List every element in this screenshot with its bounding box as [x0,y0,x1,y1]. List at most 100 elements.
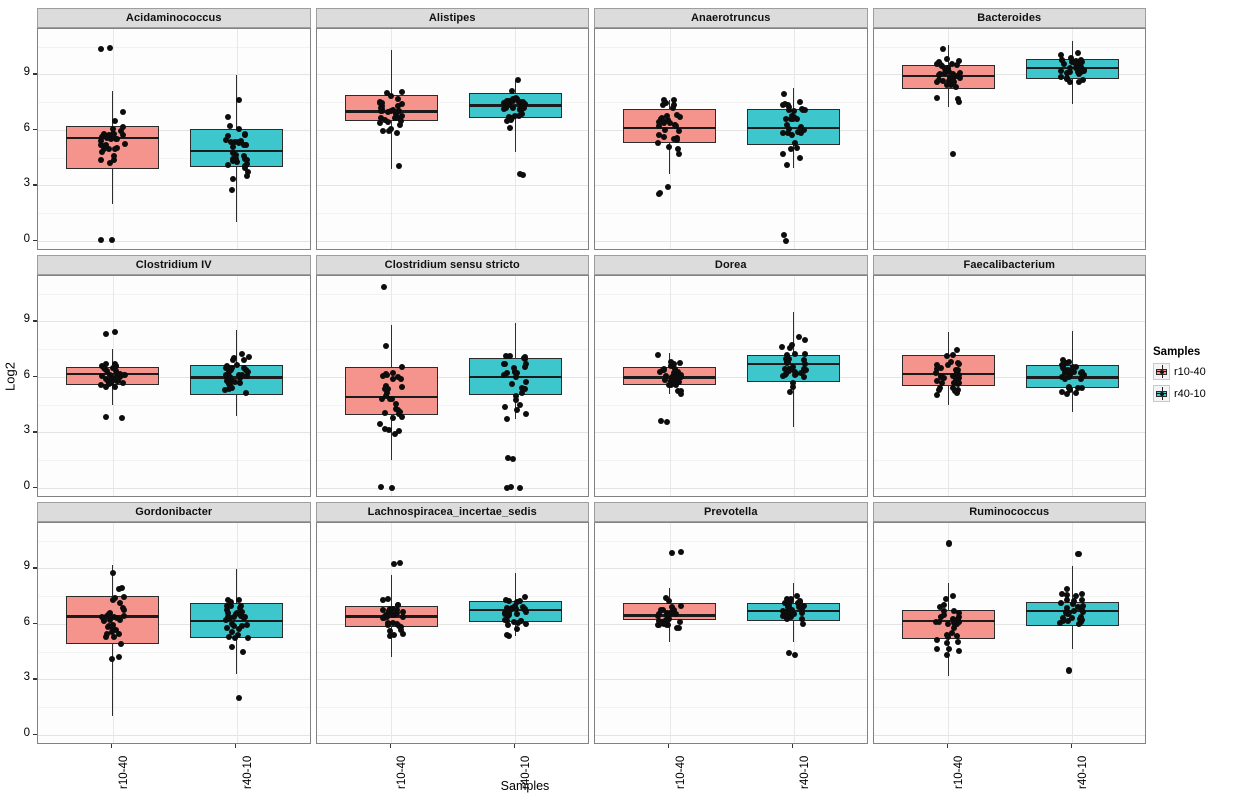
facet-title: Acidaminococcus [125,12,222,24]
jitter-point [508,604,515,611]
jitter-point [106,372,113,379]
jitter-point [661,97,668,104]
grid-major-line [873,734,1145,736]
jitter-point [223,624,230,631]
facet-strip: Prevotella [594,502,868,522]
jitter-point [513,599,520,606]
jitter-point [783,596,790,603]
y-tick-label: 0 [23,726,30,739]
grid-minor-line [38,540,310,542]
jitter-point [390,415,397,422]
x-tick-label: r40-10 [241,755,254,789]
jitter-point [397,376,404,383]
jitter-point [234,609,241,616]
jitter-point [1070,601,1077,608]
jitter-point [500,371,507,378]
jitter-point [100,146,107,153]
grid-major-line [873,240,1145,242]
jitter-point [787,614,794,621]
jitter-point [785,129,792,136]
jitter-point [231,378,238,385]
jitter-point [520,172,527,179]
jitter-point [1061,375,1068,382]
jitter-point [103,331,110,338]
jitter-point [783,237,790,244]
jitter-point [665,597,672,604]
median-line [66,372,160,376]
jitter-point [664,184,671,191]
grid-major-line [595,734,867,736]
jitter-point [235,632,242,639]
y-tick-label: 9 [23,66,30,79]
facet-title: Prevotella [703,506,758,518]
jitter-point [507,124,514,131]
jitter-point [395,162,402,169]
jitter-point [1067,368,1074,375]
facet-panel [594,275,868,497]
jitter-point [801,373,808,380]
jitter-point [956,609,963,616]
jitter-point [102,361,109,368]
jitter-point [503,604,510,611]
jitter-point [120,605,127,612]
x-tick-mark [235,744,237,748]
jitter-point [241,131,248,138]
facet-prevotella: Prevotella [594,502,868,744]
jitter-point [945,69,952,76]
jitter-point [788,366,795,373]
y-tick-mark [33,431,37,433]
grid-major-line [873,74,1145,76]
jitter-point [516,597,523,604]
jitter-point [663,609,670,616]
jitter-point [955,372,962,379]
grid-minor-line [595,46,867,48]
jitter-point [933,619,940,626]
jitter-point [941,608,948,615]
jitter-point [951,373,958,380]
jitter-point [389,484,396,491]
legend-title: Samples [1153,346,1201,358]
legend-label: r40-10 [1174,387,1206,400]
jitter-point [389,619,396,626]
grid-minor-line [38,102,310,104]
jitter-point [222,386,229,393]
jitter-point [244,160,251,167]
x-tick-mark [1070,744,1072,748]
jitter-point [790,384,797,391]
jitter-point [503,118,510,125]
facet-panel [37,275,311,497]
grid-minor-line [38,460,310,462]
jitter-point [675,625,682,632]
y-tick-mark [33,320,37,322]
grid-major-line [595,129,867,131]
facet-lachnospiracea-incertae-sedis: Lachnospiracea_incertae_sedis [315,502,589,744]
jitter-point [226,382,233,389]
y-tick-label: 3 [23,424,30,437]
jitter-point [240,649,247,656]
jitter-point [391,631,398,638]
jitter-point [670,136,677,143]
jitter-point [787,389,794,396]
jitter-point [113,367,120,374]
jitter-point [505,455,512,462]
jitter-point [660,618,667,625]
jitter-point [397,626,404,633]
median-line [747,362,841,366]
jitter-point [1059,357,1066,364]
jitter-point [120,371,127,378]
jitter-point [112,117,119,124]
jitter-point [117,127,124,134]
jitter-point [1066,359,1073,366]
facet-strip: Ruminococcus [872,502,1146,522]
facet-clostridium-sensu-stricto: Clostridium sensu stricto [315,255,589,497]
jitter-point [667,119,674,126]
jitter-point [235,96,242,103]
jitter-point [106,616,113,623]
jitter-point [98,138,105,145]
jitter-point [1075,60,1082,67]
jitter-point [508,380,515,387]
jitter-point [662,377,669,384]
median-line [747,126,841,130]
x-tick-mark [389,744,391,748]
